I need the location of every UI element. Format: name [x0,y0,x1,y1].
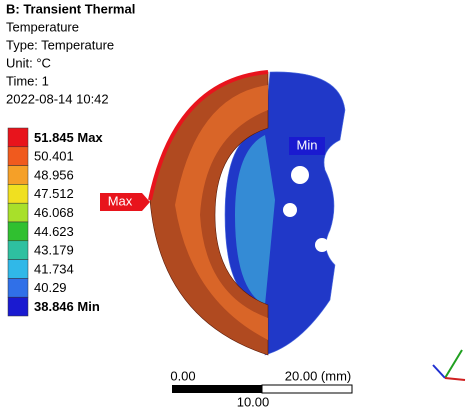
legend-swatch [7,202,29,223]
header-line: Type: Temperature [6,37,114,52]
legend-swatch [7,221,29,242]
header-line: Time: 1 [6,73,49,88]
scale-bar-light [261,384,353,394]
header-line: Unit: °C [6,55,51,70]
legend-swatch [7,146,29,166]
legend: 51.845 Max 50.401 48.956 47.512 46.068 44.623… [7,127,103,317]
model [148,70,346,356]
scale-start: 0.00 [170,368,195,383]
legend-swatch [7,240,29,260]
legend-swatch [7,165,29,185]
axis-triad [432,349,466,381]
legend-label: 43.179 [34,243,74,258]
legend-swatch [7,184,29,204]
legend-label: 47.512 [34,186,74,201]
legend-swatch [7,296,29,317]
max-label: Max [108,193,133,208]
min-label: Min [297,137,318,152]
scale-end: 20.00 (mm) [285,368,351,383]
legend-label: 51.845 Max [34,130,103,145]
legend-label: 40.29 [34,280,67,295]
legend-swatch [7,127,29,148]
legend-label: 46.068 [34,205,74,220]
legend-label: 41.734 [34,261,74,276]
legend-label: 44.623 [34,224,74,239]
legend-label: 50.401 [34,149,74,164]
legend-label: 48.956 [34,167,74,182]
min-probe [289,137,325,155]
scale-bar-dark [172,385,262,393]
scale-middle: 10.00 [237,394,270,409]
result-title: B: Transient Thermal [6,1,135,16]
legend-swatch [7,259,29,279]
legend-label: 38.846 Min [34,299,100,314]
max-probe [100,193,150,211]
legend-swatch [7,278,29,298]
header-line: 2022-08-14 10:42 [6,91,109,106]
header-line: Temperature [6,19,79,34]
